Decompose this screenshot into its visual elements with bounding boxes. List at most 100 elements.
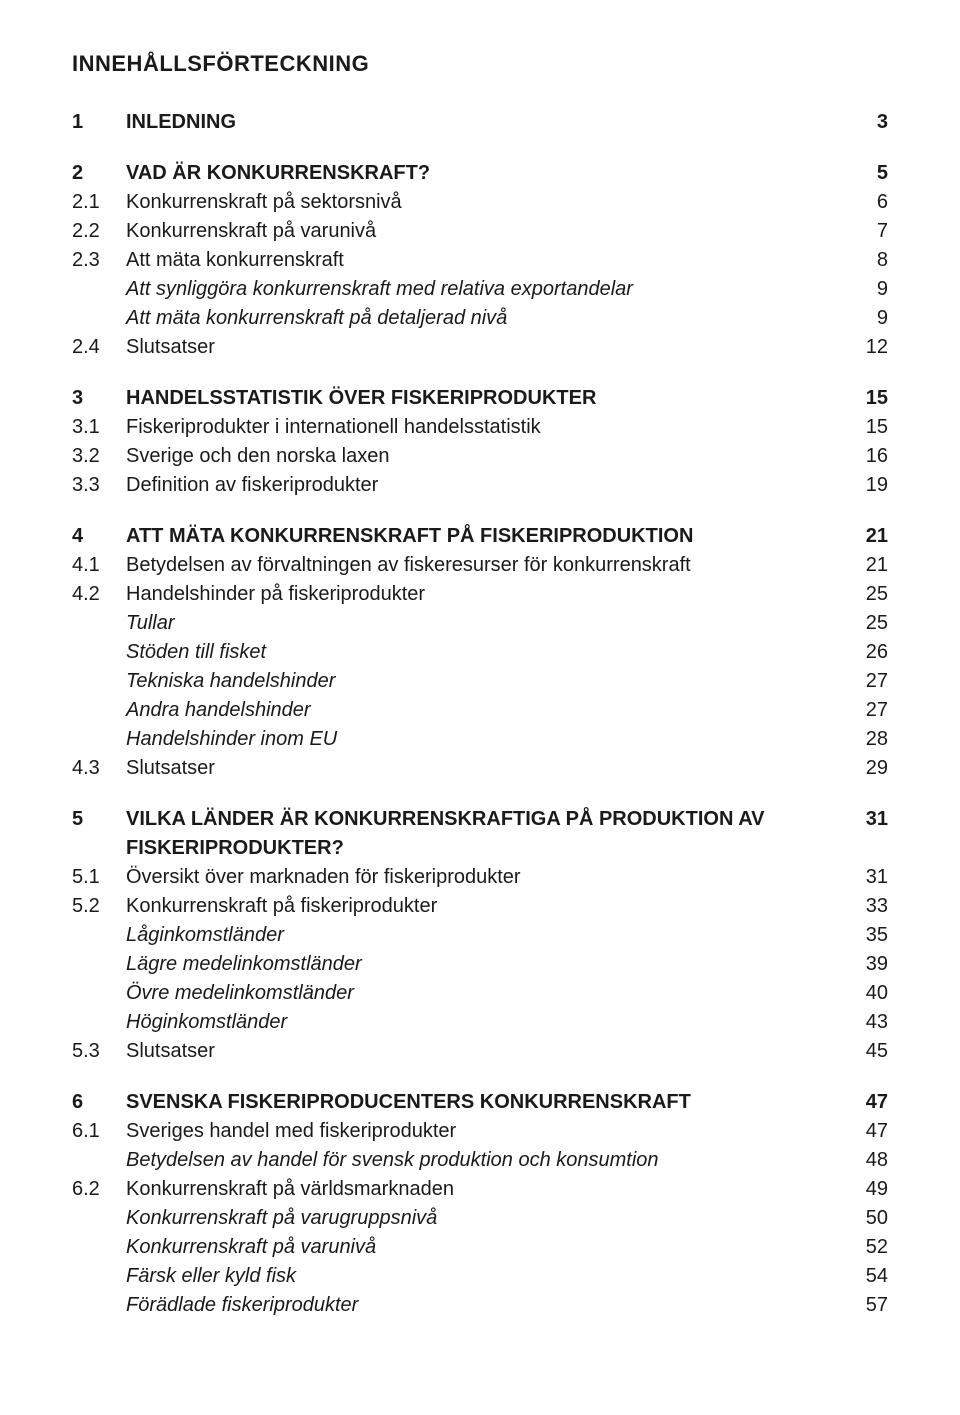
toc-label: Sveriges handel med fiskeriprodukter xyxy=(126,1117,848,1146)
toc-row: Färsk eller kyld fisk54 xyxy=(72,1262,888,1291)
toc-label: Att synliggöra konkurrenskraft med relat… xyxy=(126,275,848,304)
toc-body: 1INLEDNING32VAD ÄR KONKURRENSKRAFT?52.1K… xyxy=(72,108,888,1320)
toc-label: Lägre medelinkomstländer xyxy=(126,950,848,979)
toc-label: ATT MÄTA KONKURRENSKRAFT PÅ FISKERIPRODU… xyxy=(126,522,848,551)
toc-label: VILKA LÄNDER ÄR KONKURRENSKRAFTIGA PÅ PR… xyxy=(126,805,848,863)
toc-row: 5.3Slutsatser45 xyxy=(72,1037,888,1066)
toc-num: 3 xyxy=(72,384,126,413)
toc-label: Fiskeriprodukter i internationell handel… xyxy=(126,413,848,442)
toc-row: 2.2Konkurrenskraft på varunivå7 xyxy=(72,217,888,246)
toc-row: Lägre medelinkomstländer39 xyxy=(72,950,888,979)
toc-row: Tekniska handelshinder27 xyxy=(72,667,888,696)
toc-label: Konkurrenskraft på varugruppsnivå xyxy=(126,1204,848,1233)
toc-label: Låginkomstländer xyxy=(126,921,848,950)
toc-row: 3.1Fiskeriprodukter i internationell han… xyxy=(72,413,888,442)
toc-row: 2.4Slutsatser12 xyxy=(72,333,888,362)
toc-label: Övre medelinkomstländer xyxy=(126,979,848,1008)
toc-page: 27 xyxy=(848,696,888,725)
toc-row: Stöden till fisket26 xyxy=(72,638,888,667)
toc-num: 4.1 xyxy=(72,551,126,580)
toc-title: INNEHÅLLSFÖRTECKNING xyxy=(72,48,888,80)
toc-label: Konkurrenskraft på världsmarknaden xyxy=(126,1175,848,1204)
toc-page: 8 xyxy=(848,246,888,275)
toc-num: 6 xyxy=(72,1088,126,1117)
toc-page: 43 xyxy=(848,1008,888,1037)
toc-label: Konkurrenskraft på sektorsnivå xyxy=(126,188,848,217)
toc-num: 3.3 xyxy=(72,471,126,500)
toc-page: 45 xyxy=(848,1037,888,1066)
toc-row: Låginkomstländer35 xyxy=(72,921,888,950)
toc-row: Förädlade fiskeriprodukter57 xyxy=(72,1291,888,1320)
toc-page: 5 xyxy=(848,159,888,188)
toc-page: 15 xyxy=(848,413,888,442)
toc-row: 3.2Sverige och den norska laxen16 xyxy=(72,442,888,471)
toc-label: Konkurrenskraft på fiskeriprodukter xyxy=(126,892,848,921)
toc-num: 5 xyxy=(72,805,126,834)
toc-page: 19 xyxy=(848,471,888,500)
toc-num: 3.2 xyxy=(72,442,126,471)
toc-num: 2.2 xyxy=(72,217,126,246)
toc-page: 21 xyxy=(848,522,888,551)
toc-label: Betydelsen av handel för svensk produkti… xyxy=(126,1146,848,1175)
toc-label: Stöden till fisket xyxy=(126,638,848,667)
toc-label: Färsk eller kyld fisk xyxy=(126,1262,848,1291)
toc-label: Konkurrenskraft på varunivå xyxy=(126,1233,848,1262)
toc-page: 26 xyxy=(848,638,888,667)
toc-num: 6.1 xyxy=(72,1117,126,1146)
toc-page: 39 xyxy=(848,950,888,979)
toc-page: 12 xyxy=(848,333,888,362)
toc-row: 4.3Slutsatser29 xyxy=(72,754,888,783)
toc-row: 4ATT MÄTA KONKURRENSKRAFT PÅ FISKERIPROD… xyxy=(72,522,888,551)
toc-num: 5.3 xyxy=(72,1037,126,1066)
toc-page: 48 xyxy=(848,1146,888,1175)
toc-row: Andra handelshinder27 xyxy=(72,696,888,725)
toc-row: 4.1Betydelsen av förvaltningen av fisker… xyxy=(72,551,888,580)
toc-page: 29 xyxy=(848,754,888,783)
toc-label: Definition av fiskeriprodukter xyxy=(126,471,848,500)
toc-label: Tullar xyxy=(126,609,848,638)
toc-label: VAD ÄR KONKURRENSKRAFT? xyxy=(126,159,848,188)
toc-row: 1INLEDNING3 xyxy=(72,108,888,137)
toc-num: 2.3 xyxy=(72,246,126,275)
toc-label: Betydelsen av förvaltningen av fiskeresu… xyxy=(126,551,848,580)
toc-page: 47 xyxy=(848,1117,888,1146)
toc-row: 6.2Konkurrenskraft på världsmarknaden49 xyxy=(72,1175,888,1204)
toc-label: Förädlade fiskeriprodukter xyxy=(126,1291,848,1320)
toc-row: 6SVENSKA FISKERIPRODUCENTERS KONKURRENSK… xyxy=(72,1088,888,1117)
toc-row: Höginkomstländer43 xyxy=(72,1008,888,1037)
toc-row: 4.2Handelshinder på fiskeriprodukter25 xyxy=(72,580,888,609)
toc-label: Att mäta konkurrenskraft xyxy=(126,246,848,275)
toc-page: 57 xyxy=(848,1291,888,1320)
toc-num: 5.2 xyxy=(72,892,126,921)
toc-row: 5.2Konkurrenskraft på fiskeriprodukter33 xyxy=(72,892,888,921)
toc-page: 25 xyxy=(848,609,888,638)
toc-num: 4.2 xyxy=(72,580,126,609)
toc-page: 52 xyxy=(848,1233,888,1262)
toc-label: Slutsatser xyxy=(126,333,848,362)
toc-page: 15 xyxy=(848,384,888,413)
toc-row: Konkurrenskraft på varugruppsnivå50 xyxy=(72,1204,888,1233)
toc-page: 28 xyxy=(848,725,888,754)
toc-row: 2.1Konkurrenskraft på sektorsnivå6 xyxy=(72,188,888,217)
toc-row: Handelshinder inom EU28 xyxy=(72,725,888,754)
toc-row: 6.1Sveriges handel med fiskeriprodukter4… xyxy=(72,1117,888,1146)
toc-num: 2.4 xyxy=(72,333,126,362)
toc-label: Handelshinder inom EU xyxy=(126,725,848,754)
toc-num: 5.1 xyxy=(72,863,126,892)
toc-label: Konkurrenskraft på varunivå xyxy=(126,217,848,246)
toc-label: INLEDNING xyxy=(126,108,848,137)
toc-page: 35 xyxy=(848,921,888,950)
toc-label: Slutsatser xyxy=(126,1037,848,1066)
toc-page: 33 xyxy=(848,892,888,921)
toc-page: 27 xyxy=(848,667,888,696)
toc-page: 31 xyxy=(848,863,888,892)
toc-label: Andra handelshinder xyxy=(126,696,848,725)
toc-page: 9 xyxy=(848,275,888,304)
toc-page: 40 xyxy=(848,979,888,1008)
toc-row: 3HANDELSSTATISTIK ÖVER FISKERIPRODUKTER1… xyxy=(72,384,888,413)
toc-page: 9 xyxy=(848,304,888,333)
toc-num: 6.2 xyxy=(72,1175,126,1204)
toc-num: 4 xyxy=(72,522,126,551)
toc-label: Tekniska handelshinder xyxy=(126,667,848,696)
toc-label: Höginkomstländer xyxy=(126,1008,848,1037)
